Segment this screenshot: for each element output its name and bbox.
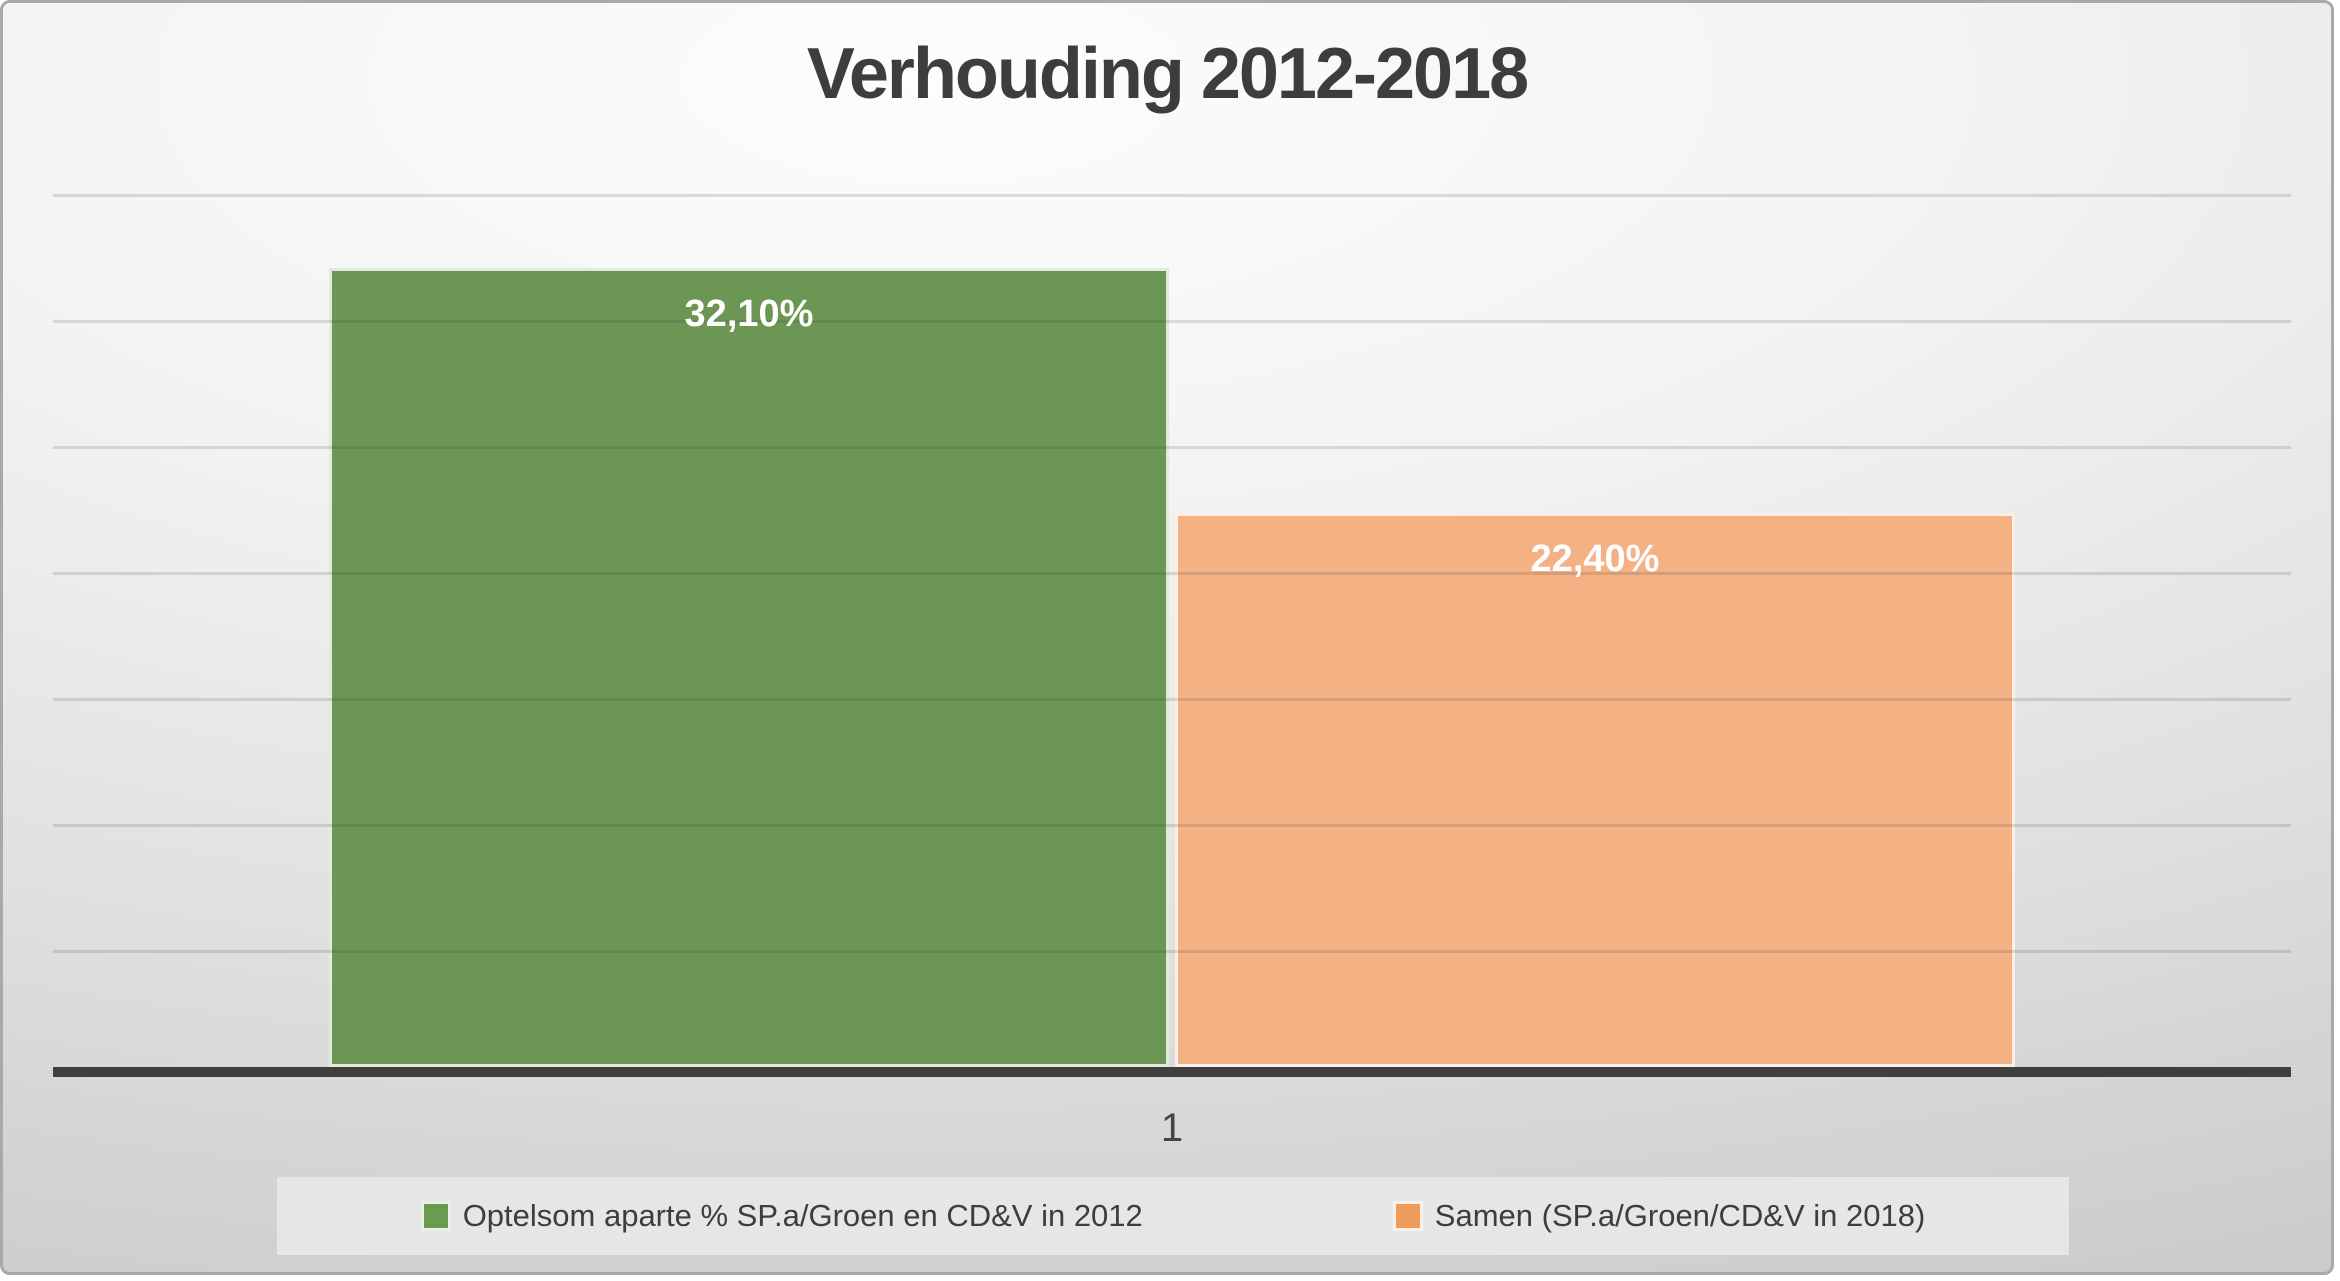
gridline-25 bbox=[53, 446, 2291, 449]
legend-item-2018: Samen (SP.a/Groen/CD&V in 2018) bbox=[1392, 1198, 1926, 1234]
gridline-20 bbox=[53, 572, 2291, 575]
legend-marker-orange-icon bbox=[1392, 1201, 1423, 1231]
data-label-2012: 32,10% bbox=[684, 293, 814, 335]
x-axis-line bbox=[53, 1067, 2291, 1077]
plot-area: 32,10% 22,40% bbox=[53, 194, 2291, 1077]
data-label-2018: 22,40% bbox=[1530, 538, 1660, 580]
legend-marker-green-icon bbox=[420, 1201, 451, 1231]
gridline-30 bbox=[53, 320, 2291, 323]
gridline-35 bbox=[53, 194, 2291, 197]
bar-series-2018: 22,40% bbox=[1175, 513, 2015, 1067]
legend: Optelsom aparte % SP.a/Groen en CD&V in … bbox=[277, 1177, 2069, 1255]
x-axis-category-label: 1 bbox=[1160, 1106, 1184, 1150]
legend-label-2012: Optelsom aparte % SP.a/Groen en CD&V in … bbox=[462, 1198, 1143, 1233]
bar-series-2012: 32,10% bbox=[329, 268, 1169, 1067]
chart-title: Verhouding 2012-2018 bbox=[806, 34, 1529, 114]
legend-label-2018: Samen (SP.a/Groen/CD&V in 2018) bbox=[1434, 1198, 1926, 1233]
gridline-10 bbox=[53, 824, 2291, 827]
legend-item-2012: Optelsom aparte % SP.a/Groen en CD&V in … bbox=[420, 1198, 1143, 1234]
gridline-5 bbox=[53, 950, 2291, 953]
gridline-15 bbox=[53, 698, 2291, 701]
